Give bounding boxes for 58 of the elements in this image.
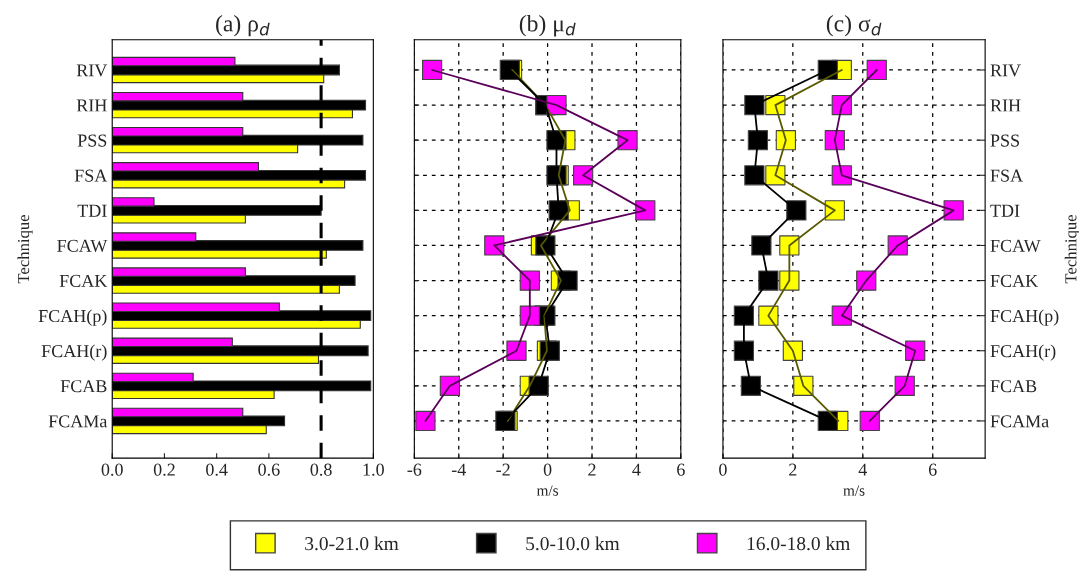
y-tick-label: RIV (990, 64, 1021, 77)
point (751, 235, 772, 256)
x-tick-label: -6 (407, 463, 422, 476)
y-tick-label: FSA (74, 169, 108, 182)
x-tick-label: 0.8 (310, 463, 332, 476)
y-tick-label: FCAB (990, 380, 1037, 393)
y-tick-label: FCAB (60, 380, 107, 393)
x-tick-label: 6 (677, 463, 685, 476)
point (866, 59, 887, 81)
point (415, 410, 436, 432)
x-tick-label: -4 (451, 463, 466, 476)
legend-label: 5.0-10.0 km (526, 536, 620, 551)
y-tick-label: FCAW (990, 239, 1041, 252)
chart-title: (b) μ$_{d}$ (519, 14, 576, 37)
x-tick-label: 1.0 (363, 463, 384, 476)
x-tick-label: 0.0 (101, 463, 123, 476)
y-tick-label: FCAH(p) (990, 309, 1059, 326)
x-tick-label: 0 (543, 463, 552, 476)
point (617, 130, 638, 151)
x-axis-title: m/s (843, 485, 865, 496)
y-tick-label: RIV (76, 64, 108, 77)
point (421, 59, 443, 81)
y-tick-label: RIH (990, 99, 1021, 112)
y-tick-label: PSS (77, 134, 107, 147)
y-tick-label: TDI (990, 204, 1020, 217)
legend-label: 16.0-18.0 km (747, 536, 851, 551)
y-tick-label: FCAK (990, 274, 1038, 287)
chart-title: (c) σ$_{d}$ (826, 14, 882, 37)
x-tick-label: 4 (858, 463, 867, 476)
y-tick-label: RIH (76, 99, 107, 112)
y-axis-title: Technique (1064, 214, 1079, 284)
chart-title: (a) ρ$_{d}$ (216, 14, 270, 37)
y-tick-label: FSA (990, 169, 1023, 182)
y-tick-label: FCAH(r) (990, 344, 1056, 361)
y-tick-label: FCAH(r) (41, 344, 107, 361)
y-tick-label: FCAH(p) (38, 309, 107, 326)
legend-label: 3.0-21.0 km (305, 536, 399, 551)
point (758, 270, 779, 291)
y-tick-label: FCAMa (990, 415, 1049, 428)
x-tick-label: 0.6 (258, 463, 280, 476)
x-tick-label: 0.2 (153, 463, 175, 476)
y-tick-label: TDI (77, 204, 107, 217)
x-tick-label: 0 (719, 463, 727, 476)
x-tick-label: 2 (789, 463, 797, 476)
x-tick-label: -2 (496, 463, 510, 476)
x-tick-label: 2 (588, 463, 596, 476)
y-tick-label: FCAMa (48, 415, 108, 428)
y-tick-label: PSS (990, 134, 1019, 147)
point (744, 94, 765, 116)
y-axis-title: Technique (17, 214, 33, 284)
point (859, 410, 880, 432)
x-tick-label: 4 (632, 463, 641, 476)
y-tick-label: FCAK (59, 274, 108, 287)
x-tick-label: 0.4 (206, 463, 228, 476)
y-tick-label: FCAW (57, 239, 108, 252)
x-tick-label: 6 (928, 463, 937, 476)
point (744, 165, 765, 186)
x-axis-title: m/s (536, 485, 559, 496)
